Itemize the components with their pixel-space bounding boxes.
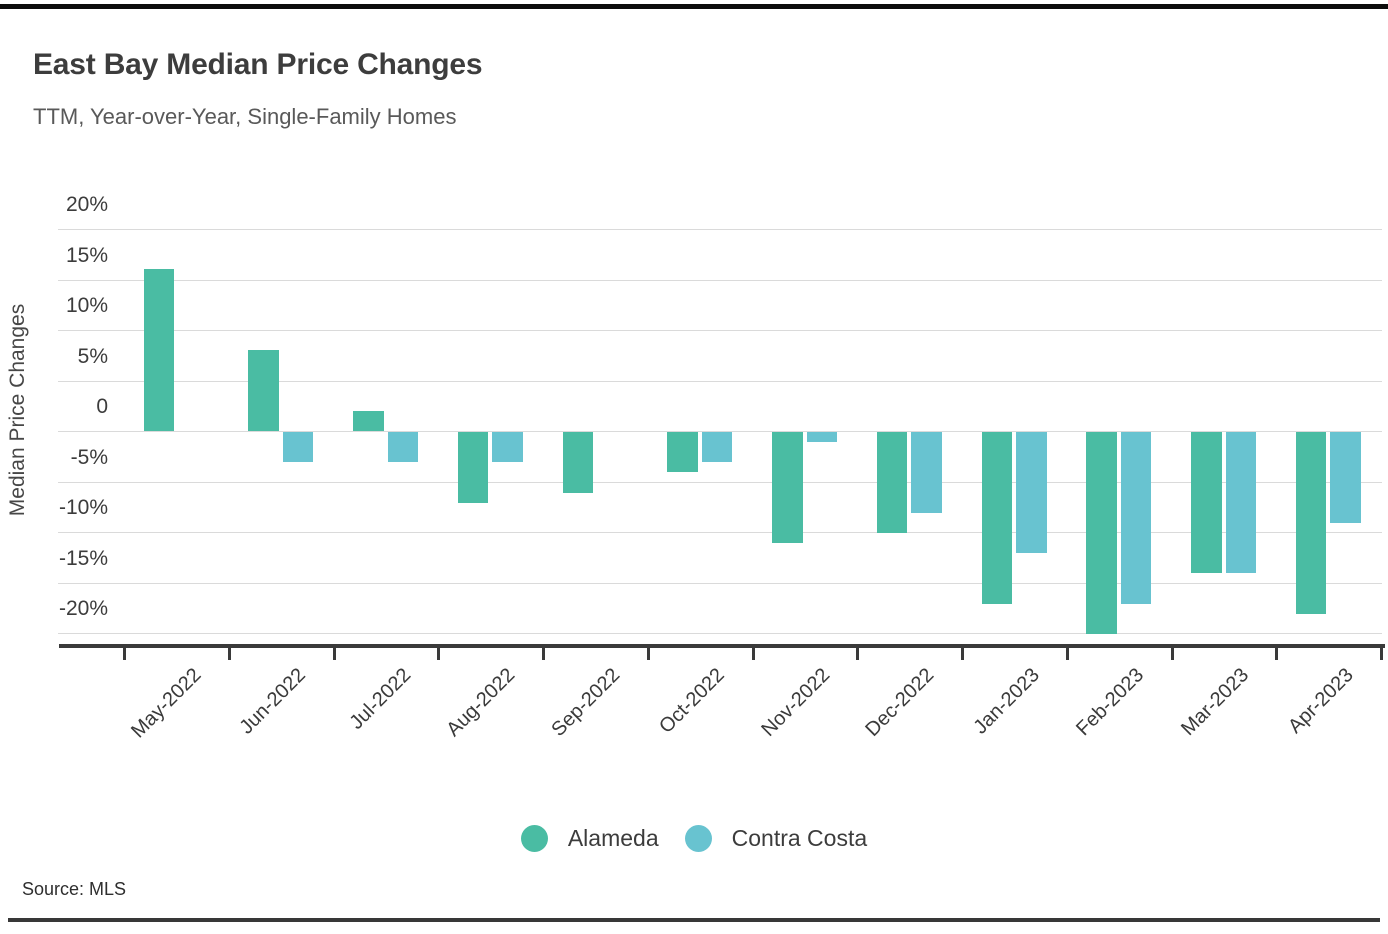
legend-item-contra-costa: Contra Costa — [684, 824, 868, 852]
x-axis-tick — [542, 648, 545, 660]
legend-dot-icon — [684, 824, 712, 852]
x-axis-tick — [123, 648, 126, 660]
x-axis-tick-label: Oct-2022 — [655, 664, 730, 738]
y-axis-tick-label: -20% — [58, 597, 108, 620]
x-axis-tick — [1065, 648, 1069, 660]
x-axis-tick — [646, 648, 650, 660]
x-axis-tick-label: Nov-2022 — [757, 664, 835, 741]
bar-contra-costa-jan-2023 — [1016, 432, 1047, 554]
x-axis-tick-label: Jun-2022 — [235, 664, 311, 739]
bar-alameda-dec-2022 — [876, 432, 908, 533]
bar-contra-costa-oct-2022 — [701, 432, 733, 463]
chart-subtitle: TTM, Year-over-Year, Single-Family Homes — [33, 104, 457, 129]
legend-item-alameda: Alameda — [520, 824, 659, 852]
gridline — [58, 481, 1382, 483]
bar-alameda-mar-2023 — [1191, 432, 1222, 574]
gridline — [58, 532, 1382, 533]
gridline — [58, 633, 1382, 634]
gridline — [58, 279, 1382, 281]
source-note: Source: MLS — [22, 879, 127, 899]
x-axis-tick — [856, 648, 860, 660]
x-axis-tick-label: Aug-2022 — [442, 664, 520, 741]
x-axis-tick-label: Feb-2023 — [1072, 664, 1149, 741]
legend-label: Alameda — [567, 824, 659, 851]
x-axis-tick — [1275, 648, 1279, 660]
y-axis-tick-label: -15% — [58, 546, 108, 570]
bar-contra-costa-mar-2023 — [1225, 432, 1256, 574]
y-axis-tick-label: -10% — [58, 496, 108, 519]
bar-contra-costa-feb-2023 — [1120, 432, 1152, 604]
x-axis-tick — [1170, 648, 1174, 660]
bar-contra-costa-nov-2022 — [806, 432, 837, 443]
x-axis-tick — [751, 648, 755, 660]
chart-title: East Bay Median Price Changes — [33, 48, 483, 81]
y-axis-tick-label: 5% — [77, 344, 108, 368]
x-axis-tick-label: Mar-2023 — [1176, 664, 1254, 741]
y-axis-tick-label: -5% — [70, 445, 108, 469]
bar-alameda-apr-2023 — [1295, 432, 1327, 614]
x-axis-tick — [227, 648, 231, 660]
x-axis-tick — [332, 648, 336, 660]
x-axis-tick — [1380, 648, 1383, 660]
x-axis-tick-label: Apr-2023 — [1284, 664, 1358, 738]
bar-contra-costa-jul-2022 — [387, 432, 418, 463]
gridline — [58, 582, 1382, 584]
legend: Alameda Contra Costa — [0, 822, 1388, 854]
bottom-divider-rule — [8, 918, 1380, 922]
y-axis-tick-label: 10% — [65, 294, 108, 317]
bar-contra-costa-dec-2022 — [911, 432, 942, 513]
bar-contra-costa-apr-2023 — [1330, 432, 1361, 523]
bar-alameda-sep-2022 — [562, 432, 593, 493]
x-axis-tick-label: Dec-2022 — [861, 664, 939, 741]
x-axis-tick-label: May-2022 — [127, 664, 206, 743]
x-axis-tick-label: Jul-2022 — [345, 664, 416, 734]
gridline — [58, 431, 1382, 432]
gridline — [58, 330, 1382, 331]
gridline — [58, 380, 1382, 382]
y-axis-tick-label: 0 — [96, 395, 108, 418]
x-axis-tick — [961, 648, 964, 660]
bar-alameda-jul-2022 — [353, 410, 384, 431]
legend-label: Contra Costa — [731, 824, 868, 851]
x-axis-line — [59, 644, 1385, 648]
x-axis-tick — [437, 648, 441, 660]
bar-alameda-jun-2022 — [248, 350, 279, 431]
bar-alameda-aug-2022 — [457, 432, 489, 503]
y-axis-tick-label: 20% — [65, 193, 108, 216]
x-axis-tick-label: Jan-2023 — [969, 664, 1044, 739]
bar-alameda-jan-2023 — [981, 432, 1012, 604]
bar-alameda-may-2022 — [143, 269, 174, 431]
bar-alameda-feb-2023 — [1086, 432, 1117, 634]
y-axis-tick-label: 15% — [65, 243, 108, 267]
x-axis-tick-label: Sep-2022 — [547, 664, 625, 741]
gridline — [58, 229, 1382, 230]
bar-contra-costa-jun-2022 — [282, 432, 314, 463]
top-divider-rule — [0, 4, 1388, 9]
bar-alameda-nov-2022 — [772, 432, 803, 544]
bar-alameda-oct-2022 — [667, 432, 698, 473]
bar-contra-costa-aug-2022 — [492, 432, 523, 463]
legend-dot-icon — [520, 824, 548, 852]
